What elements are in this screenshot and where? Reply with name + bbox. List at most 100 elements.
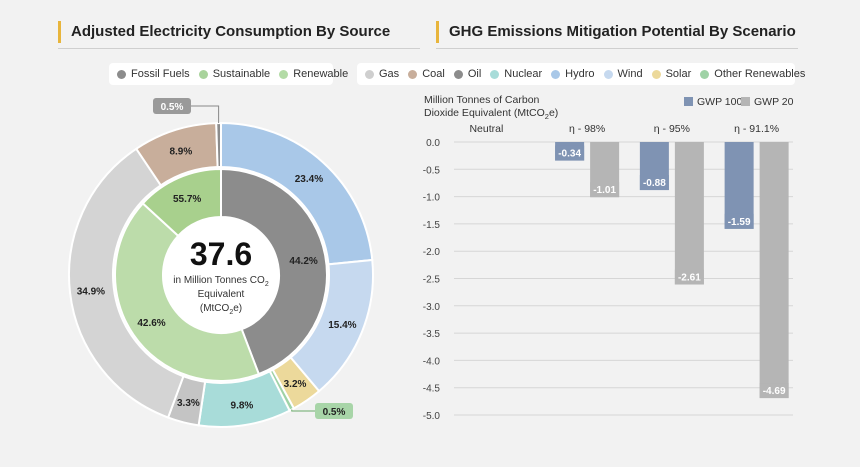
legend-label: Wind xyxy=(617,68,643,80)
callout-label-other-renewables: 0.5% xyxy=(323,407,346,418)
legend-item-other-renewables: Other Renewables xyxy=(700,68,805,80)
gwp20-legend-label: GWP 20 xyxy=(754,96,794,108)
legend-label: Fossil Fuels xyxy=(131,68,190,80)
left-title-rule xyxy=(58,48,420,49)
slice-label-nuclear: 9.8% xyxy=(231,400,254,411)
other-renewables-swatch xyxy=(700,69,710,79)
y-tick-label: -2.0 xyxy=(423,247,441,258)
slice-label-renewable: 55.7% xyxy=(173,194,201,205)
center-unit-line2: Equivalent xyxy=(198,289,245,300)
legend-item-hydro: Hydro xyxy=(551,68,595,80)
bar-value-label-gwp-20-2: -2.61 xyxy=(678,273,701,284)
bar-value-label-gwp-20-1: -1.01 xyxy=(593,185,616,196)
slice-label-gas: 34.9% xyxy=(77,286,105,297)
bar-value-label-gwp-20-3: -4.69 xyxy=(763,386,786,397)
callout-box-oil-small xyxy=(153,98,191,114)
slice-gas xyxy=(68,147,185,419)
legend-item-gas: Gas xyxy=(365,68,399,80)
right-panel-title: GHG Emissions Mitigation Potential By Sc… xyxy=(436,21,796,43)
callout-line-oil-small xyxy=(191,105,220,124)
callout-label-oil-small: 0.5% xyxy=(161,102,184,113)
bar-gwp-20-2 xyxy=(674,142,704,285)
bar-gridlines xyxy=(454,141,793,416)
bar-marks: -0.34 -1.01 -0.88 -2.61 -1.59 -4.69 xyxy=(555,142,789,399)
legend-item-nuclear: Nuclear xyxy=(490,68,542,80)
donut-value-labels: 23.4% 15.4% 3.2% 9.8% 3.3% 34.9% 8.9% 44.2% 42.6… xyxy=(77,146,357,411)
bar-gwp-20-3 xyxy=(759,142,789,399)
legend-label: Coal xyxy=(422,68,445,80)
donut-outer-ring xyxy=(68,121,374,428)
bar-label-bg-gwp-100-3 xyxy=(724,213,754,229)
left-legend: Fossil Fuels Sustainable Renewable xyxy=(109,63,348,85)
mitigation-bar-chart: Million Tonnes of Carbon Dioxide Equival… xyxy=(423,94,794,422)
gwp100-swatch xyxy=(684,97,693,106)
bar-label-bg-gwp-100-2 xyxy=(639,175,669,191)
consumption-donut-chart: 23.4% 15.4% 3.2% 9.8% 3.3% 34.9% 8.9% 44.2% 42.6… xyxy=(68,98,374,428)
legend-label: Oil xyxy=(467,68,482,80)
y-tick-label: -3.5 xyxy=(423,329,441,340)
slice-label-hydro: 23.4% xyxy=(295,174,323,185)
legend-item-fossil-fuels: Fossil Fuels xyxy=(117,68,190,80)
y-tick-label: -4.0 xyxy=(423,356,441,367)
oil-swatch xyxy=(453,69,463,79)
center-total-value: 37.6 xyxy=(190,236,252,272)
y-tick-label: -1.0 xyxy=(423,193,441,204)
slice-oil-small xyxy=(215,121,222,169)
slice-label-coal: 8.9% xyxy=(169,146,192,157)
legend-label: Hydro xyxy=(565,68,595,80)
bar-label-bg-gwp-20-3 xyxy=(759,383,789,399)
bar-value-label-gwp-100-1: -0.34 xyxy=(558,149,581,160)
right-title-rule xyxy=(436,48,798,49)
left-panel-title: Adjusted Electricity Consumption By Sour… xyxy=(58,21,390,43)
bar-label-bg-gwp-20-1 xyxy=(590,182,620,198)
y-tick-label: 0.0 xyxy=(426,138,440,149)
bar-value-label-gwp-100-2: -0.88 xyxy=(643,178,666,189)
y-tick-label: -1.5 xyxy=(423,220,441,231)
bar-value-label-gwp-100-3: -1.59 xyxy=(728,217,751,228)
legend-item-wind: Wind xyxy=(603,68,643,80)
donut-center-hole xyxy=(163,217,279,333)
category-label-1: η - 98% xyxy=(569,123,605,135)
category-label-3: η - 91.1% xyxy=(734,123,779,135)
donut-inner-ring xyxy=(114,167,328,382)
y-tick-labels: 0.0 -0.5 -1.0 -1.5 -2.0 -2.5 -3.0 -3.5 -4.0 -4.5 -… xyxy=(423,138,441,422)
coal-swatch xyxy=(408,69,418,79)
center-unit-line3: (MtCO2e) xyxy=(200,303,242,316)
slice-label-oil: 3.3% xyxy=(177,398,200,409)
legend-label: Gas xyxy=(379,68,400,80)
bar-label-bg-gwp-20-2 xyxy=(674,269,704,285)
callout-line-other-renewables xyxy=(291,409,315,412)
legend-item-renewable: Renewable xyxy=(279,68,348,80)
slice-label-fossil-fuels: 44.2% xyxy=(289,256,317,267)
wind-swatch xyxy=(603,69,613,79)
center-unit-line1: in Million Tonnes CO2 xyxy=(173,275,269,288)
fossil-fuels-swatch xyxy=(117,69,126,79)
solar-swatch xyxy=(651,69,661,79)
legend-label: Renewable xyxy=(293,68,349,80)
bar-legend: GWP 100 GWP 20 xyxy=(684,96,794,108)
hydro-swatch xyxy=(551,69,561,79)
renewable-swatch xyxy=(279,69,289,79)
y-tick-label: -0.5 xyxy=(423,165,441,176)
legend-label: Other Renewables xyxy=(714,68,806,80)
y-tick-label: -5.0 xyxy=(423,411,441,422)
legend-label: Sustainable xyxy=(212,68,271,80)
nuclear-swatch xyxy=(490,69,500,79)
gwp100-legend-label: GWP 100 xyxy=(697,96,742,108)
category-labels: Neutral η - 98% η - 95% η - 91.1% xyxy=(469,123,779,135)
y-tick-label: -2.5 xyxy=(423,275,441,286)
bar-label-bg-gwp-100-1 xyxy=(555,145,585,161)
category-label-2: η - 95% xyxy=(654,123,690,135)
y-axis-label-line1: Million Tonnes of Carbon xyxy=(424,94,540,106)
legend-label: Nuclear xyxy=(504,68,543,80)
slice-label-wind: 15.4% xyxy=(328,320,356,331)
gas-swatch xyxy=(365,69,374,79)
legend-item-sustainable: Sustainable xyxy=(198,68,271,80)
y-tick-label: -3.0 xyxy=(423,302,441,313)
y-axis-label-line2: Dioxide Equivalent (MtCO2e) xyxy=(424,107,558,121)
gwp20-swatch xyxy=(741,97,750,106)
legend-item-oil: Oil xyxy=(453,68,482,80)
category-label-0: Neutral xyxy=(469,123,503,135)
slice-label-solar: 3.2% xyxy=(284,379,307,390)
legend-label: Solar xyxy=(665,68,692,80)
